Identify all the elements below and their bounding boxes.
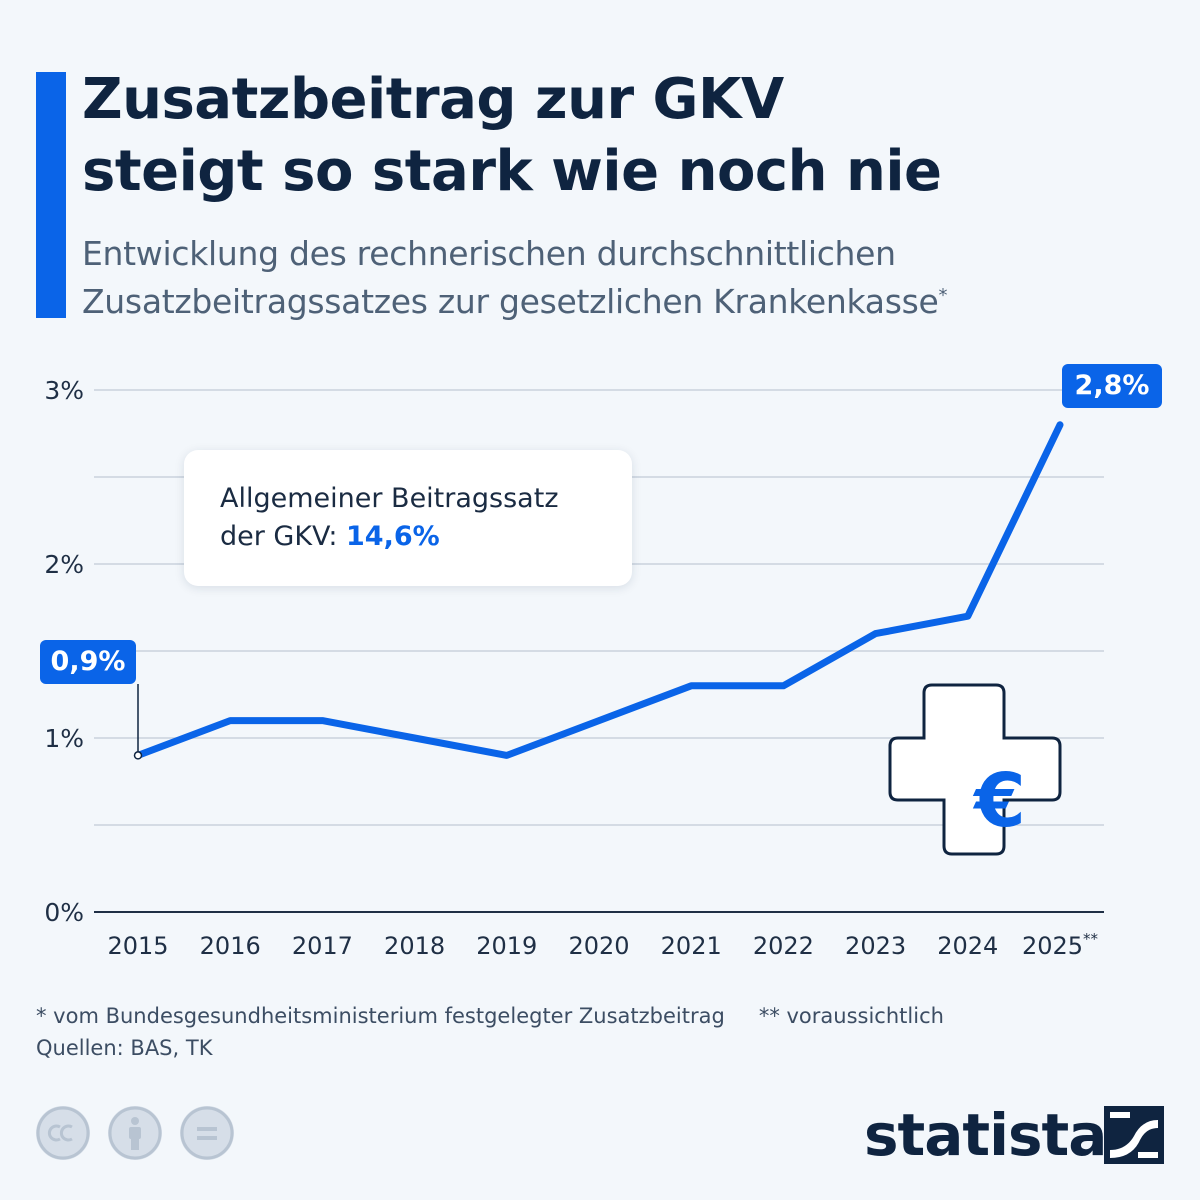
x-tick-label: 2023 [845, 932, 906, 960]
x-tick-label: 2017 [292, 932, 353, 960]
y-tick-label: 1% [44, 724, 84, 753]
footnotes: * vom Bundesgesundheitsministerium festg… [36, 1000, 944, 1064]
callout-line-2: der GKV: 14,6% [220, 518, 632, 556]
x-tick-label: 2019 [476, 932, 537, 960]
x-tick-label: 2022 [753, 932, 814, 960]
x-tick-label: 2021 [661, 932, 722, 960]
subtitle-line-2: Zusatzbeitragssatzes zur gesetzlichen Kr… [82, 282, 939, 321]
x-tick-label: 2024 [937, 932, 998, 960]
title-line-2: steigt so stark wie noch nie [82, 139, 942, 204]
data-point [133, 751, 143, 760]
footnote-1: * vom Bundesgesundheitsministerium festg… [36, 1004, 725, 1028]
subtitle-footnote-mark: * [938, 285, 948, 306]
title-line-1: Zusatzbeitrag zur GKV [82, 67, 784, 132]
attribution-icon[interactable] [108, 1106, 162, 1160]
data-label-2025: 2,8% [1062, 364, 1162, 408]
x-tick-label: 2020 [568, 932, 629, 960]
x-tick-label: 2016 [200, 932, 261, 960]
cross-shape [888, 683, 1062, 856]
license-icons [36, 1106, 252, 1160]
data-label-2015: 0,9% [40, 640, 136, 684]
subtitle-line-1: Entwicklung des rechnerischen durchschni… [82, 234, 896, 273]
page-title: Zusatzbeitrag zur GKV steigt so stark wi… [82, 64, 942, 208]
y-tick-label: 3% [44, 376, 84, 405]
x-tick-label: 2015 [107, 932, 168, 960]
footnote-row-1: * vom Bundesgesundheitsministerium festg… [36, 1000, 944, 1032]
cc-icon[interactable] [36, 1106, 90, 1160]
x-tick-label: 2025** [1022, 930, 1099, 960]
no-derivatives-icon[interactable] [180, 1106, 234, 1160]
y-tick-label: 0% [44, 898, 84, 927]
callout-prefix: der GKV: [220, 521, 347, 552]
x-axis-ticks: 2015 2016 2017 2018 2019 2020 2021 2022 2023 2024… [107, 930, 1098, 960]
line-chart: 0% 1% 2% 3% 2015 2016 2017 2018 2019 2020 2021 202… [44, 376, 1104, 960]
subtitle-line-2-wrap: Zusatzbeitragssatzes zur gesetzlichen Kr… [82, 278, 947, 326]
statista-logo-icon [1104, 1106, 1164, 1164]
callout-line-1: Allgemeiner Beitragssatz [220, 483, 559, 514]
source-note: Quellen: BAS, TK [36, 1036, 213, 1060]
callout-box: Allgemeiner Beitragssatz der GKV: 14,6% [184, 450, 632, 586]
subtitle: Entwicklung des rechnerischen durchschni… [82, 230, 947, 326]
y-axis-ticks: 0% 1% 2% 3% [44, 376, 84, 927]
callout-value: 14,6% [346, 521, 440, 552]
euro-icon: € [972, 758, 1026, 844]
accent-bar [36, 72, 66, 318]
y-tick-label: 2% [44, 550, 84, 579]
cross-euro-icon: € [888, 683, 1062, 856]
footnote-2: ** voraussichtlich [758, 1004, 944, 1028]
x-tick-label: 2018 [384, 932, 445, 960]
brand-name[interactable]: statista [864, 1101, 1107, 1169]
data-points [133, 424, 1061, 760]
